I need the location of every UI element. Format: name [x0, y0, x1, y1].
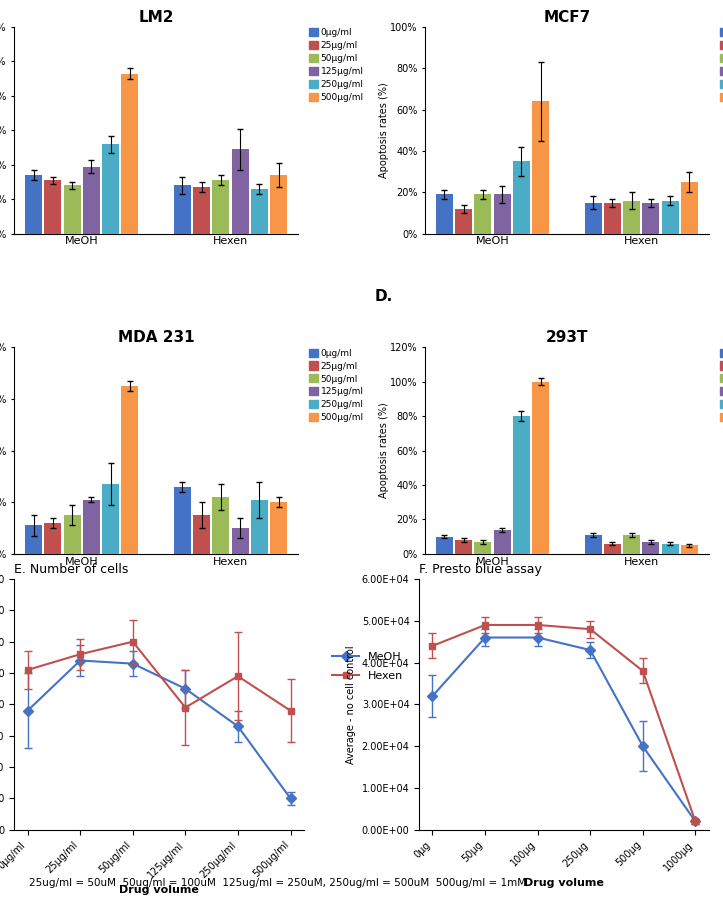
- MeOH: [481, 632, 489, 643]
- Bar: [193, 188, 210, 234]
- MeOH: [286, 793, 295, 804]
- MeOH: [691, 816, 700, 827]
- Bar: [585, 535, 602, 554]
- Bar: [604, 203, 621, 234]
- Bar: [494, 529, 510, 554]
- Bar: [270, 502, 287, 554]
- Legend: 0μg/ml, 25μg/ml, 50μg/ml, 125μg/ml, 250μg/ml, 500μg/ml: 0μg/ml, 25μg/ml, 50μg/ml, 125μg/ml, 250μ…: [719, 347, 723, 423]
- Hexen: [76, 649, 85, 659]
- Hexen: [534, 620, 542, 630]
- Legend: 0μg/ml, 25μg/ml, 50μg/ml, 125μg/ml, 250μg/ml, 500μg/ml: 0μg/ml, 25μg/ml, 50μg/ml, 125μg/ml, 250μ…: [308, 27, 364, 103]
- Legend: 0μg/ml, 25μg/ml, 50μg/ml, 125μg/ml, 250μg/ml, 500μg/ml: 0μg/ml, 25μg/ml, 50μg/ml, 125μg/ml, 250μ…: [308, 347, 364, 423]
- Title: LM2: LM2: [138, 10, 174, 24]
- MeOH: [638, 741, 647, 751]
- Bar: [83, 500, 100, 554]
- MeOH: [534, 632, 542, 643]
- Bar: [662, 544, 678, 554]
- Title: 293T: 293T: [546, 330, 588, 345]
- Bar: [213, 497, 229, 554]
- Hexen: [691, 816, 700, 827]
- Hexen: [181, 702, 189, 713]
- Bar: [623, 535, 640, 554]
- Line: MeOH: MeOH: [429, 634, 699, 825]
- Bar: [642, 542, 659, 554]
- Bar: [494, 195, 510, 234]
- Bar: [532, 101, 549, 234]
- Hexen: [129, 636, 137, 647]
- Bar: [681, 546, 698, 554]
- Bar: [45, 180, 61, 234]
- Legend: MeOH, Hexen: MeOH, Hexen: [328, 648, 408, 686]
- Hexen: [428, 640, 437, 651]
- Bar: [102, 484, 119, 554]
- Bar: [455, 540, 472, 554]
- Bar: [213, 180, 229, 234]
- Hexen: [234, 671, 242, 682]
- Y-axis label: Apoptosis rates (%): Apoptosis rates (%): [379, 402, 388, 499]
- Bar: [251, 500, 268, 554]
- Hexen: [638, 666, 647, 676]
- Bar: [455, 209, 472, 234]
- Text: F. Presto blue assay: F. Presto blue assay: [419, 564, 542, 576]
- Line: MeOH: MeOH: [24, 657, 294, 802]
- Bar: [681, 182, 698, 234]
- MeOH: [181, 684, 189, 695]
- Y-axis label: Average - no cell control: Average - no cell control: [346, 645, 356, 764]
- Bar: [662, 200, 678, 234]
- Text: 25ug/ml = 50uM  50ug/ml = 100uM  125ug/ml = 250uM, 250ug/ml = 500uM  500ug/ml = : 25ug/ml = 50uM 50ug/ml = 100uM 125ug/ml …: [29, 879, 526, 888]
- Bar: [231, 150, 249, 234]
- MeOH: [23, 705, 32, 716]
- Bar: [642, 203, 659, 234]
- Bar: [474, 195, 492, 234]
- Bar: [251, 189, 268, 234]
- Hexen: [481, 620, 489, 630]
- Bar: [436, 537, 453, 554]
- Bar: [193, 515, 210, 554]
- Bar: [121, 386, 138, 554]
- Bar: [83, 167, 100, 234]
- Line: Hexen: Hexen: [429, 621, 699, 825]
- Bar: [474, 542, 492, 554]
- Bar: [604, 544, 621, 554]
- Hexen: [23, 665, 32, 676]
- Bar: [585, 203, 602, 234]
- MeOH: [586, 645, 594, 656]
- Bar: [532, 382, 549, 554]
- Text: E. Number of cells: E. Number of cells: [14, 564, 129, 576]
- Bar: [174, 186, 191, 234]
- Title: MCF7: MCF7: [543, 10, 591, 24]
- MeOH: [76, 655, 85, 666]
- MeOH: [234, 721, 242, 732]
- Bar: [174, 487, 191, 554]
- Bar: [623, 200, 640, 234]
- Bar: [64, 186, 81, 234]
- Hexen: [586, 624, 594, 635]
- MeOH: [428, 691, 437, 702]
- Bar: [270, 175, 287, 234]
- X-axis label: Drug volume: Drug volume: [119, 885, 199, 895]
- Y-axis label: Apoptosis rates (%): Apoptosis rates (%): [379, 82, 389, 179]
- Bar: [513, 161, 530, 234]
- Bar: [436, 195, 453, 234]
- Bar: [64, 515, 81, 554]
- X-axis label: Drug volume: Drug volume: [524, 879, 604, 888]
- Bar: [25, 175, 42, 234]
- Bar: [121, 74, 138, 234]
- Bar: [45, 523, 61, 554]
- Bar: [102, 144, 119, 234]
- Text: D.: D.: [375, 290, 393, 305]
- Line: Hexen: Hexen: [24, 639, 294, 714]
- MeOH: [129, 658, 137, 669]
- Hexen: [286, 705, 295, 716]
- Bar: [513, 416, 530, 554]
- Bar: [25, 526, 42, 554]
- Legend: 0μg/ml, 25μg/ml, 50μg/ml, 125μg/ml, 250μg/ml, 500μg/ml: 0μg/ml, 25μg/ml, 50μg/ml, 125μg/ml, 250μ…: [719, 27, 723, 103]
- Bar: [231, 528, 249, 554]
- Title: MDA 231: MDA 231: [118, 330, 194, 345]
